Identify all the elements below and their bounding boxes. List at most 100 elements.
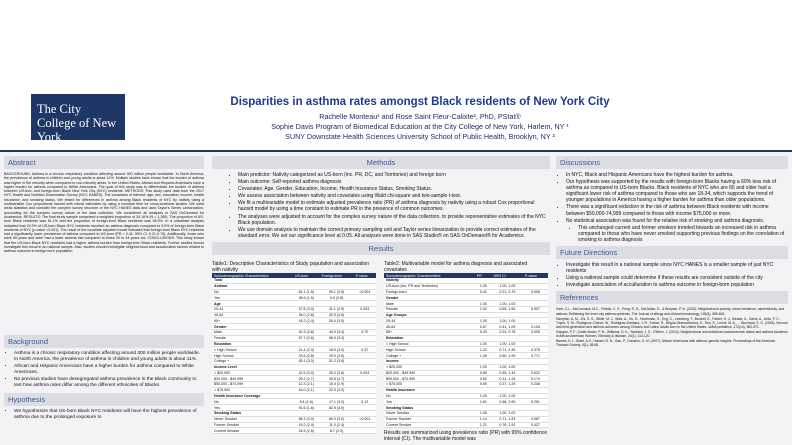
table-row: Yes 28.9 (1.5) 9.9 (2.8): [212, 294, 376, 302]
table-row: Former Smoker 19.2 (2.4) 11.0 (2.4): [212, 422, 376, 429]
table-cell: 8.7 (2.2): [319, 427, 354, 435]
section-heading: Methods: [212, 156, 550, 169]
table-cell: [522, 341, 548, 348]
table-row: Yes 91.6 (1.6) 82.9 (3.0): [212, 404, 376, 411]
table-cell: [353, 317, 376, 325]
table-row: High School 33.5 (2.8) 29.9 (3.5): [212, 352, 376, 359]
table-cell: 65+: [384, 329, 475, 336]
table-cell: 1.14: [474, 416, 492, 423]
table-cell: [474, 387, 492, 394]
table-cell: 1.00: [474, 410, 492, 417]
table-cell: 0.248: [522, 381, 548, 388]
table-cell: 57.7 (2.6): [292, 335, 320, 342]
table-cell: 47.8 (3.0): [292, 306, 320, 313]
table-row: < $20,000 1.00 1.00, 1.00: [384, 364, 548, 371]
table-cell: 8.4 (1.6): [292, 398, 320, 406]
table-cell: 19.2 (2.4): [292, 422, 320, 429]
table-cell: 16.4 (2.9): [319, 381, 354, 388]
bullet: Using a national sample could determine …: [566, 275, 788, 281]
table-cell: 0.003: [353, 306, 376, 313]
table-note: Results are summarized using prevalence …: [384, 430, 548, 443]
table-cell: 31.1 (2.9): [319, 306, 354, 313]
section-heading: Background: [4, 335, 204, 348]
table-cell: $20,000 - $49,999: [212, 375, 293, 383]
table-cell: 45-64: [384, 323, 475, 331]
abstract-text: BACKGROUND: Asthma is a chronic respirat…: [4, 172, 204, 254]
table-cell: US-born (inc. PR and Territories): [384, 283, 475, 290]
table-cell: 0.771: [522, 352, 548, 359]
table-cell: [353, 375, 376, 383]
table-cell: Male: [384, 300, 475, 307]
table-cell: 18.2 (2.4): [292, 317, 320, 325]
table-row: > $75,000 16.0 (2.1) 22.5 (3.2): [212, 387, 376, 394]
table-cell: Smoking Status: [384, 404, 475, 411]
table-row: Age: [212, 300, 376, 307]
bullet-list: We hypothesize that US-born Black NYC re…: [4, 409, 204, 421]
table-cell: [522, 278, 548, 284]
table-cell: 1.00, 1.00: [491, 364, 523, 371]
table-cell: [319, 300, 354, 307]
table-cell: [292, 323, 320, 331]
table-cell: Male: [212, 329, 293, 336]
table-cell: [491, 404, 523, 411]
table-cell: 16.0 (2.1): [292, 387, 320, 394]
table-cell: 0.31, 1.24: [491, 375, 523, 383]
table-cell: Education: [384, 335, 475, 342]
table-cell: [522, 393, 548, 400]
table-cell: 29.2 (2.7): [292, 375, 320, 383]
table-cell: 9.9 (2.8): [319, 294, 354, 302]
table-cell: Female: [384, 306, 475, 313]
table-cell: 0.70: [353, 329, 376, 336]
column-header: P-value: [353, 273, 376, 278]
table-cell: No: [212, 289, 293, 296]
table-cell: 0.69: [474, 381, 492, 388]
bullet: This unchanged current and former smoker…: [578, 225, 788, 243]
table-cell: 1.00: [474, 283, 492, 290]
table-cell: [522, 300, 548, 307]
table-row: 20-44 47.8 (3.0) 31.1 (2.9) 0.003: [212, 306, 376, 313]
column-header: Sociodemographic Characteristics: [384, 273, 475, 278]
table-cell: Current Smoker: [384, 422, 475, 429]
table-block: Table1: Descriptive Characteristics of S…: [212, 261, 376, 435]
table-cell: 1.00, 1.00: [491, 393, 523, 400]
bullet: We use domain analysis to maintain the c…: [238, 227, 550, 239]
table-row: $20,000 - $49,999 29.2 (2.7) 35.8 (3.7): [212, 375, 376, 383]
table-cell: 20-44: [384, 317, 475, 325]
section-heading: Results: [212, 241, 550, 255]
table-cell: [474, 278, 492, 284]
table-cell: [491, 278, 523, 284]
reference: Barnes, K.J., Grant, A.V., Hansel, N. N.…: [556, 339, 776, 348]
table-cell: 91.6 (1.6): [292, 404, 320, 411]
table-cell: 29.9 (3.5): [319, 352, 354, 359]
table-cell: 0.37: [353, 346, 376, 354]
table-cell: 0.632: [522, 370, 548, 377]
table-cell: > $75,000: [384, 381, 475, 388]
table-cell: [353, 404, 376, 411]
table-cell: [474, 358, 492, 365]
table-row: Smoking Status: [212, 410, 376, 417]
table-cell: [522, 335, 548, 342]
logo: The City College of New York: [31, 94, 125, 144]
table-cell: 0.43: [474, 329, 492, 336]
table-cell: $50,000 - $74,999: [212, 381, 293, 388]
table-cell: 33.5 (2.8): [292, 352, 320, 359]
table-row: High School 1.32 0.71, 2.45 0.375: [384, 346, 548, 354]
bullet: No previous studies have desegregated as…: [14, 377, 204, 389]
table-row: Asthma: [212, 283, 376, 290]
table-row: Gender: [212, 323, 376, 331]
table-row: Male 1.00 1.00, 1.00: [384, 300, 548, 307]
table-cell: [353, 283, 376, 290]
table-cell: [522, 283, 548, 290]
table-cell: [292, 410, 320, 417]
table-cell: < $20,000: [212, 370, 293, 377]
table-cell: 0.005: [522, 329, 548, 336]
table-cell: [319, 323, 354, 331]
table-cell: 0.71, 2.45: [491, 346, 523, 354]
table-cell: [319, 341, 354, 348]
table-row: 65+ 18.2 (2.4) 26.0 (3.5): [212, 317, 376, 325]
table-row: Income Level: [212, 364, 376, 371]
table-header-row: Sociodemographic Characteristics PR 95% CI…: [384, 273, 548, 278]
table-cell: Age Groups: [384, 312, 475, 319]
table-cell: 1.00: [474, 300, 492, 307]
left-column: Abstract BACKGROUND: Asthma is a chronic…: [4, 153, 204, 445]
